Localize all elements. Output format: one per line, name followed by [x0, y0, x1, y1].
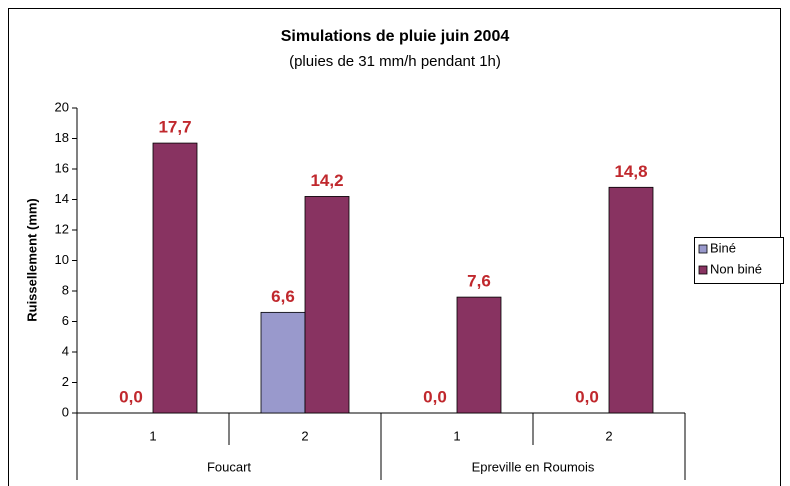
y-tick-label: 6 — [62, 313, 69, 328]
bar — [152, 142, 198, 414]
legend-swatch — [698, 265, 708, 275]
value-label: 14,8 — [614, 162, 647, 181]
x-tick-label: 2 — [301, 428, 308, 443]
x-tick-label: 1 — [453, 428, 460, 443]
y-tick-label: 12 — [55, 221, 69, 236]
y-tick-label: 2 — [62, 374, 69, 389]
bar — [304, 196, 350, 414]
legend-swatch — [698, 244, 708, 254]
y-tick-label: 14 — [55, 191, 69, 206]
value-label: 0,0 — [423, 387, 447, 406]
value-label: 0,0 — [119, 387, 143, 406]
chart-border — [8, 8, 781, 486]
y-tick-label: 18 — [55, 130, 69, 145]
y-tick-label: 10 — [55, 252, 69, 267]
y-axis-title: Ruissellement (mm) — [24, 198, 39, 322]
chart-subtitle: (pluies de 31 mm/h pendant 1h) — [289, 53, 501, 70]
y-tick-label: 4 — [62, 343, 69, 358]
y-tick-label: 20 — [55, 99, 69, 114]
legend-label: Non biné — [710, 261, 762, 276]
chart-title: Simulations de pluie juin 2004 — [281, 28, 510, 45]
value-label: 7,6 — [467, 272, 491, 291]
value-label: 0,0 — [575, 387, 599, 406]
value-label: 6,6 — [271, 287, 295, 306]
group-label: Epreville en Roumois — [472, 459, 595, 474]
y-tick-label: 8 — [62, 282, 69, 297]
x-tick-label: 2 — [605, 428, 612, 443]
bar — [608, 186, 654, 414]
legend-box — [694, 237, 784, 284]
value-label: 14,2 — [310, 171, 343, 190]
x-tick-label: 1 — [149, 428, 156, 443]
y-tick-label: 0 — [62, 404, 69, 419]
value-label: 17,7 — [158, 118, 191, 137]
bar — [456, 296, 502, 414]
bar — [260, 311, 306, 414]
group-label: Foucart — [207, 459, 251, 474]
legend-label: Biné — [710, 240, 736, 255]
y-tick-label: 16 — [55, 160, 69, 175]
